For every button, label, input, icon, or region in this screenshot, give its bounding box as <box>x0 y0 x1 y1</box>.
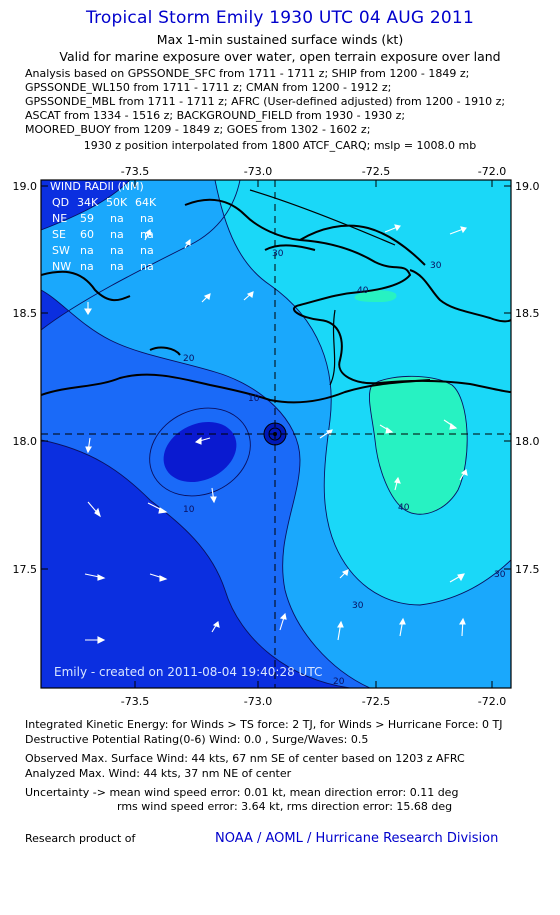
wind-radii-cell: na <box>140 228 154 241</box>
wind-radii-cell: na <box>140 260 154 273</box>
map-subtitle-exposure: Valid for marine exposure over water, op… <box>59 49 501 64</box>
wind-radii-cell: NE <box>52 212 67 225</box>
wind-radii-cell: 60 <box>80 228 94 241</box>
wind-radii-title: WIND RADII (NM) <box>50 180 144 193</box>
lat-tick-right: 18.5 <box>515 307 540 320</box>
wind-radii-cell: na <box>80 260 94 273</box>
uncertainty-line-1: Uncertainty -> mean wind speed error: 0.… <box>25 786 459 799</box>
contour-label: 10 <box>183 505 195 515</box>
lon-tick-top: -73.5 <box>121 165 149 178</box>
analysis-line-2: GPSSONDE_WL150 from 1711 - 1711 z; CMAN … <box>25 81 392 94</box>
map-frame <box>40 179 512 689</box>
contour-label: 30 <box>494 570 506 580</box>
lat-tick-right: 19.0 <box>515 180 540 193</box>
contour-label: 30 <box>430 261 442 271</box>
analysis-line-4: ASCAT from 1334 - 1516 z; BACKGROUND_FIE… <box>25 109 406 122</box>
lon-tick-bottom: -73.5 <box>121 695 149 708</box>
analyzed-max-line: Analyzed Max. Wind: 44 kts, 37 nm NE of … <box>25 767 292 780</box>
contour-label: 40 <box>357 286 369 296</box>
wind-radii-cell: na <box>110 244 124 257</box>
lon-tick-bottom: -72.5 <box>362 695 390 708</box>
lat-tick-left: 17.5 <box>13 563 38 576</box>
contour-label: 20 <box>333 677 345 687</box>
lon-tick-top: -72.5 <box>362 165 390 178</box>
uncertainty-line-2: rms wind speed error: 3.64 kt, rms direc… <box>117 800 453 813</box>
axis-ticks <box>41 180 511 688</box>
lon-tick-bottom: -73.0 <box>244 695 272 708</box>
wind-radii-cell: na <box>140 244 154 257</box>
ike-line: Integrated Kinetic Energy: for Winds > T… <box>25 718 503 731</box>
wind-radii-cell: 59 <box>80 212 94 225</box>
analysis-line-5: MOORED_BUOY from 1209 - 1849 z; GOES fro… <box>25 123 371 136</box>
analysis-line-3: GPSSONDE_MBL from 1711 - 1711 z; AFRC (U… <box>25 95 506 108</box>
wind-radii-cell: na <box>140 212 154 225</box>
contour-label: 10 <box>248 394 260 404</box>
observed-max-line: Observed Max. Surface Wind: 44 kts, 67 n… <box>25 752 465 765</box>
lat-tick-left: 19.0 <box>13 180 38 193</box>
contour-label: 40 <box>398 503 410 513</box>
wind-radii-cell: na <box>110 228 124 241</box>
wind-radii-cell: na <box>110 212 124 225</box>
wind-radii-header: 64K <box>135 196 157 209</box>
wind-band-lt10-core <box>163 421 237 483</box>
lat-tick-right: 18.0 <box>515 435 540 448</box>
lon-tick-bottom: -72.0 <box>478 695 506 708</box>
dpr-line: Destructive Potential Rating(0-6) Wind: … <box>25 733 369 746</box>
map-subtitle: Max 1-min sustained surface winds (kt) <box>156 32 404 47</box>
interpolation-note: 1930 z position interpolated from 1800 A… <box>83 139 477 152</box>
wind-radii-cell: na <box>110 260 124 273</box>
wind-vectors <box>84 224 468 644</box>
wind-radii-cell: NW <box>52 260 71 273</box>
wind-band-ge40-small <box>354 290 397 302</box>
wind-radii-cell: SW <box>52 244 70 257</box>
lon-tick-top: -72.0 <box>478 165 506 178</box>
contour-label: 20 <box>183 354 195 364</box>
coastline <box>41 198 511 404</box>
border-lines <box>249 189 396 386</box>
wind-radii-table: WIND RADII (NM) QD 34K 50K 64K NE 59 na … <box>50 180 157 273</box>
wind-radii-cell: na <box>80 244 94 257</box>
analysis-line-1: Analysis based on GPSSONDE_SFC from 1711… <box>25 67 470 80</box>
contour-lines <box>41 180 511 688</box>
wind-band-ge40 <box>369 376 468 515</box>
contour-label: 30 <box>272 249 284 259</box>
lon-tick-top: -73.0 <box>244 165 272 178</box>
created-timestamp: Emily - created on 2011-08-04 19:40:28 U… <box>54 665 322 679</box>
wind-radii-header: 50K <box>106 196 128 209</box>
wind-radii-header: QD <box>52 196 69 209</box>
wind-radii-cell: SE <box>52 228 66 241</box>
wind-radii-header: 34K <box>77 196 99 209</box>
map-title: Tropical Storm Emily 1930 UTC 04 AUG 201… <box>86 8 474 28</box>
lat-tick-left: 18.0 <box>13 435 38 448</box>
lat-tick-right: 17.5 <box>515 563 540 576</box>
noaa-credit: NOAA / AOML / Hurricane Research Divisio… <box>215 831 499 846</box>
research-label: Research product of <box>25 832 136 845</box>
contour-label: 30 <box>352 601 364 611</box>
lat-tick-left: 18.5 <box>13 307 38 320</box>
